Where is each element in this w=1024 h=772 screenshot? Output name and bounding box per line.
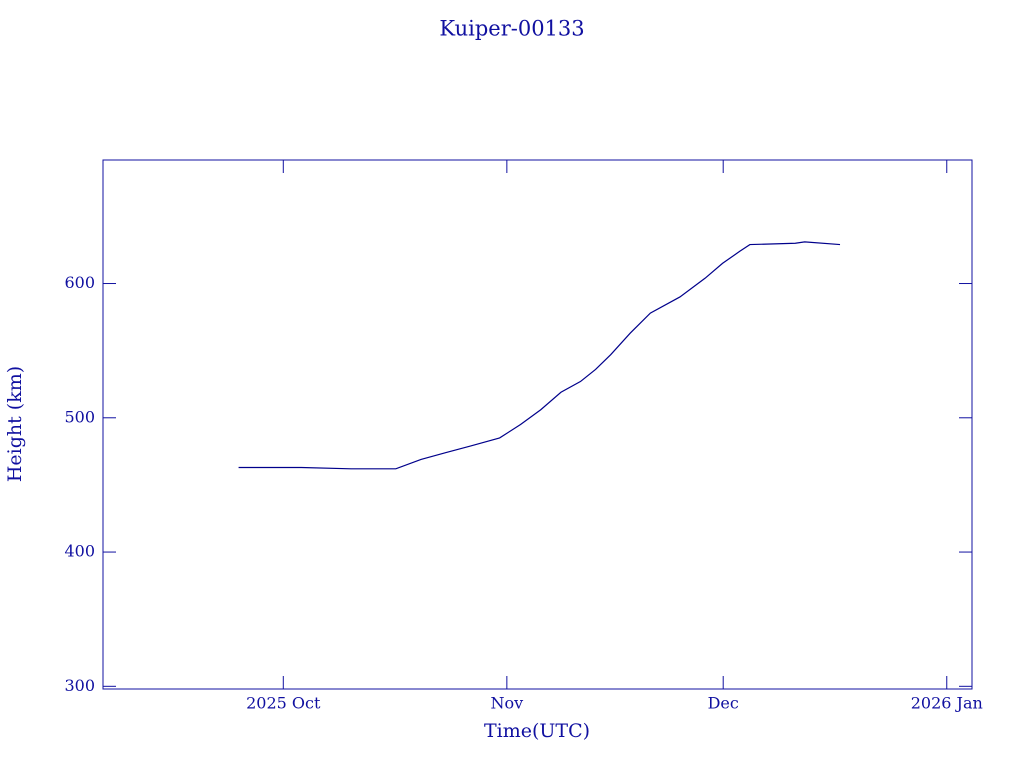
chart-title: Kuiper-00133 [439,17,584,41]
y-tick-label: 500 [64,407,95,426]
y-axis-label: Height (km) [4,366,26,482]
y-tick-label: 600 [64,273,95,292]
data-line [238,241,841,470]
x-axis-label: Time(UTC) [484,720,590,742]
x-tick-label: Dec [708,694,739,713]
x-tick-label: Nov [491,694,524,713]
y-tick-label: 300 [64,676,95,695]
x-tick-label: 2025 Oct [246,694,321,713]
plot-frame [102,159,973,690]
x-tick-label: 2026 Jan [911,694,983,713]
y-tick-label: 400 [64,542,95,561]
